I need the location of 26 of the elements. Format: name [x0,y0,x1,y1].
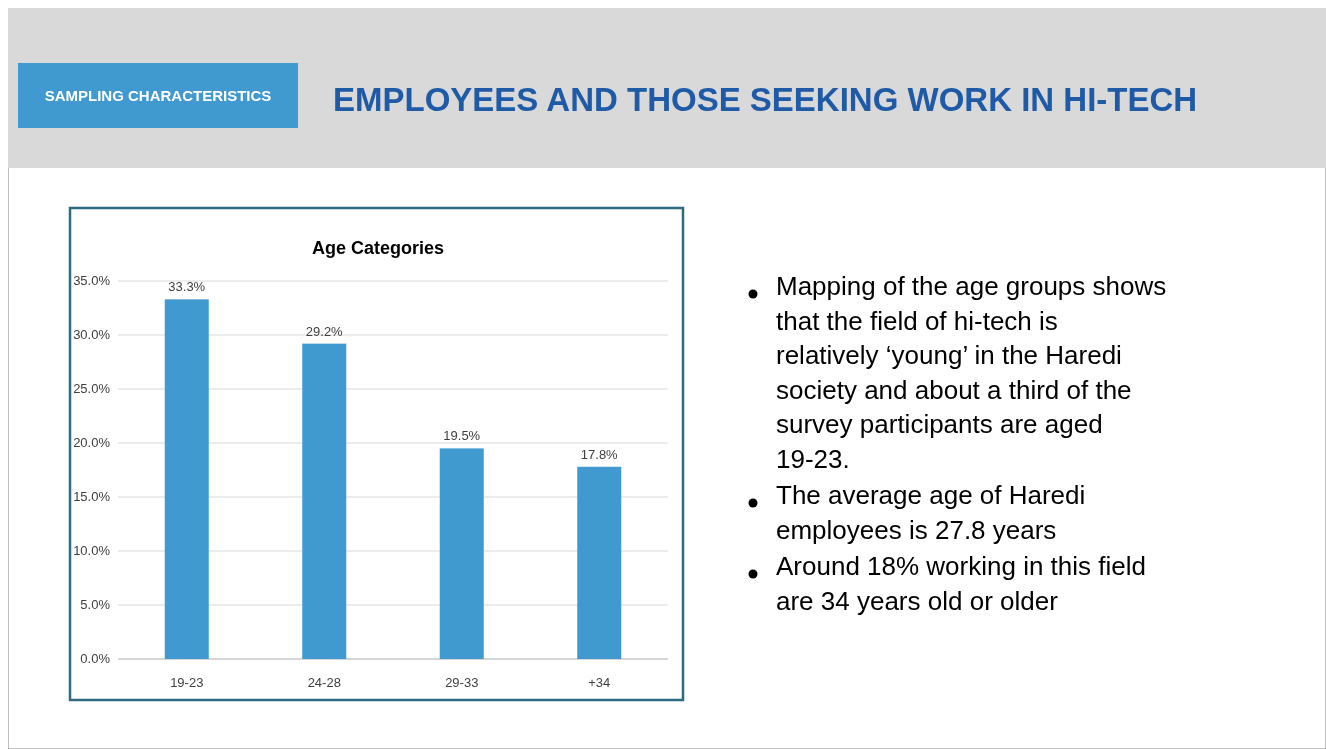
text: Around 18% working in this field are 34 years old or older [776,551,1146,616]
y-tick-label: 25.0% [73,381,111,396]
y-tick-label: 30.0% [73,327,111,342]
x-tick-label: 29-33 [445,675,479,690]
bar [302,343,347,659]
y-tick-label: 0.0% [80,651,111,666]
x-tick-label: 24-28 [307,675,341,690]
bar [164,299,209,659]
y-tick-label: 20.0% [73,435,111,450]
y-tick-label: 5.0% [80,597,111,612]
text: EMPLOYEES AND THOSE SEEKING WORK IN HI-TECH [333,81,1198,118]
y-tick-label: 10.0% [73,543,111,558]
chart-title: Age Categories [311,238,445,258]
data-label: 29.2% [305,323,344,339]
text: SAMPLING CHARACTERISTICS [44,87,272,104]
data-label: 19.5% [443,428,481,444]
bar [439,448,484,659]
y-tick-label: 35.0% [73,273,111,288]
x-tick-label: 19-23 [170,675,204,690]
data-label: 33.3% [168,279,206,295]
data-label: 17.8% [580,446,619,462]
y-tick-label: 15.0% [73,489,111,504]
x-tick-label: +34 [588,675,611,690]
bar [577,466,622,659]
text: The average age of Haredi employees is 27.8 years [776,480,1086,545]
text: Mapping of the age groups shows that the field of hi-tech is relatively ‘young’ in the Haredi society and about a third of the survey participants are aged 19-23. [776,271,1167,474]
